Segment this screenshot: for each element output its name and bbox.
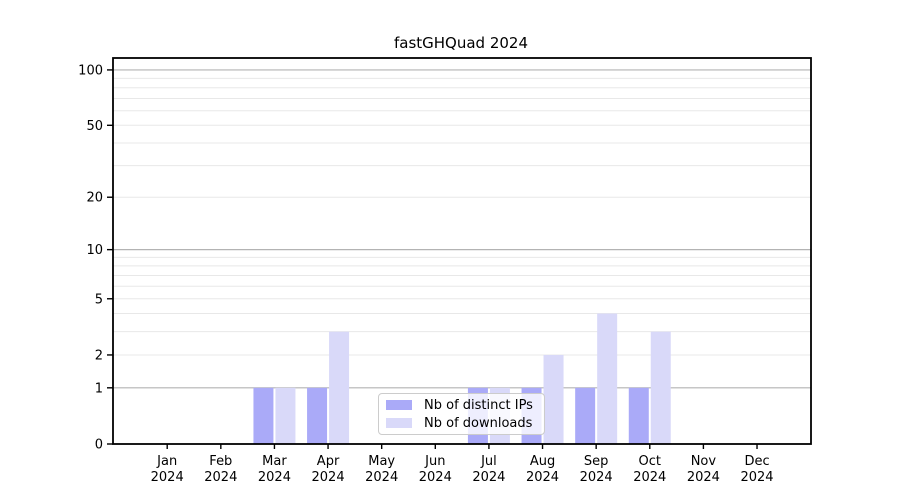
x-tick-label-year: 2024 <box>687 470 720 485</box>
chart-title: fastGHQuad 2024 <box>393 34 529 52</box>
x-tick-label-month: May <box>368 454 395 469</box>
x-tick-label-year: 2024 <box>151 470 184 485</box>
y-tick-label: 10 <box>86 243 103 258</box>
y-tick-label: 50 <box>86 119 103 134</box>
y-tick-label: 20 <box>86 191 103 206</box>
x-tick-label-month: Mar <box>262 454 287 469</box>
x-tick-label-year: 2024 <box>740 470 773 485</box>
x-tick-label-year: 2024 <box>419 470 452 485</box>
bar-downloads-aug-2024 <box>543 354 564 444</box>
y-tick-label: 100 <box>78 63 103 78</box>
x-tick-label-year: 2024 <box>472 470 505 485</box>
x-tick-label-month: Jul <box>480 454 497 469</box>
legend-label-downloads: Nb of downloads <box>424 415 533 431</box>
legend-swatch-downloads-icon <box>386 418 412 428</box>
x-tick-label-month: Jun <box>424 454 445 469</box>
x-tick-label-year: 2024 <box>365 470 398 485</box>
bar-distinct-ips-mar-2024 <box>253 387 274 444</box>
x-tick-label-month: Nov <box>691 454 717 469</box>
y-tick-label: 1 <box>95 381 103 396</box>
y-tick-label: 5 <box>95 292 103 307</box>
bar-downloads-sep-2024 <box>597 313 618 444</box>
x-tick-label-month: Feb <box>209 454 232 469</box>
x-tick-label-year: 2024 <box>312 470 345 485</box>
bar-distinct-ips-apr-2024 <box>307 387 328 444</box>
x-tick-label-month: Sep <box>584 454 609 469</box>
legend: Nb of distinct IPs Nb of downloads <box>378 393 545 435</box>
legend-label-distinct-ips: Nb of distinct IPs <box>424 397 533 413</box>
bar-downloads-apr-2024 <box>329 331 350 444</box>
bar-distinct-ips-sep-2024 <box>575 387 596 444</box>
x-tick-label-month: Oct <box>639 454 661 469</box>
bar-downloads-mar-2024 <box>275 387 296 444</box>
y-tick-label: 0 <box>95 438 103 453</box>
x-tick-label-month: Jan <box>156 454 177 469</box>
x-tick-label-month: Dec <box>744 454 769 469</box>
legend-swatch-distinct-ips-icon <box>386 400 412 410</box>
y-tick-label: 2 <box>95 348 103 363</box>
x-tick-label-year: 2024 <box>258 470 291 485</box>
bar-distinct-ips-oct-2024 <box>628 387 649 444</box>
x-tick-label-year: 2024 <box>204 470 237 485</box>
x-tick-label-year: 2024 <box>580 470 613 485</box>
plot-border <box>112 57 812 445</box>
legend-item-downloads: Nb of downloads <box>386 414 538 432</box>
x-tick-label-year: 2024 <box>633 470 666 485</box>
x-tick-label-year: 2024 <box>526 470 559 485</box>
bar-downloads-oct-2024 <box>650 331 671 444</box>
legend-item-distinct-ips: Nb of distinct IPs <box>386 396 538 414</box>
x-tick-label-month: Apr <box>317 454 340 469</box>
x-tick-label-month: Aug <box>530 454 555 469</box>
